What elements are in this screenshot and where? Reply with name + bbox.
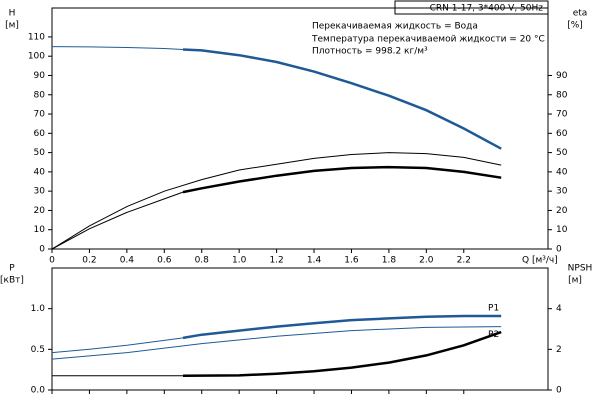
y-tick-label: 110 bbox=[28, 32, 45, 42]
y-tick-label: 80 bbox=[34, 90, 46, 100]
plot-frame bbox=[51, 7, 549, 250]
y-axis-unit: [кВт] bbox=[0, 276, 24, 286]
annotation: Плотность = 998.2 кг/м³ bbox=[312, 47, 428, 57]
y-tick-label: 50 bbox=[34, 148, 46, 158]
y-tick-label: 100 bbox=[28, 52, 45, 62]
y-axis-label: P bbox=[9, 264, 15, 274]
curve bbox=[182, 48, 502, 150]
x-tick-label: 2.0 bbox=[419, 256, 434, 266]
y2-axis-unit: [м] bbox=[568, 276, 582, 286]
x-tick-label: 0.2 bbox=[82, 256, 96, 266]
curve bbox=[51, 191, 184, 250]
series-label: P1 bbox=[488, 303, 499, 313]
y2-tick-label: 20 bbox=[556, 206, 568, 216]
y2-tick-label: 50 bbox=[556, 148, 568, 158]
y2-axis-label: eta bbox=[573, 9, 588, 19]
x-tick-label: 1.4 bbox=[307, 256, 322, 266]
y-tick-label: 90 bbox=[34, 71, 46, 81]
annotation: Перекачиваемая жидкость = Вода bbox=[312, 22, 478, 32]
y-tick-label: 60 bbox=[34, 129, 46, 139]
y2-tick-label: 0 bbox=[556, 386, 562, 396]
y2-tick-label: 2 bbox=[556, 345, 562, 355]
x-tick-label: 1.2 bbox=[269, 256, 283, 266]
y2-tick-label: 10 bbox=[556, 225, 568, 235]
y-tick-label: 20 bbox=[34, 206, 46, 216]
y-tick-label: 0.5 bbox=[31, 345, 45, 355]
y-tick-label: 40 bbox=[34, 167, 46, 177]
x-tick-label: 0.6 bbox=[157, 256, 172, 266]
x-tick-label: 0.4 bbox=[120, 256, 135, 266]
y2-axis-label: NPSH bbox=[568, 264, 593, 274]
y-axis-label: H bbox=[9, 9, 16, 19]
plot-frame bbox=[51, 267, 549, 391]
y2-tick-label: 0 bbox=[556, 245, 562, 255]
curve bbox=[51, 326, 502, 360]
x-tick-label: 1.8 bbox=[382, 256, 397, 266]
y-tick-label: 0 bbox=[39, 245, 45, 255]
y2-tick-label: 90 bbox=[556, 71, 568, 81]
curve bbox=[182, 314, 502, 340]
y-tick-label: 30 bbox=[34, 187, 46, 197]
x-axis-label: Q [м³/ч] bbox=[522, 256, 558, 266]
y2-tick-label: 80 bbox=[556, 90, 568, 100]
y2-tick-label: 60 bbox=[556, 129, 568, 139]
y-tick-label: 1.0 bbox=[31, 304, 46, 314]
y-tick-label: 70 bbox=[34, 110, 46, 120]
y2-tick-label: 40 bbox=[556, 167, 568, 177]
curve bbox=[182, 165, 502, 194]
curve bbox=[51, 46, 184, 50]
curve bbox=[182, 330, 502, 378]
x-tick-label: 0 bbox=[49, 256, 55, 266]
x-tick-label: 1.6 bbox=[344, 256, 359, 266]
y-tick-label: 0.0 bbox=[31, 386, 46, 396]
y2-axis-unit: [%] bbox=[567, 21, 583, 31]
x-tick-label: 1.0 bbox=[232, 256, 247, 266]
x-tick-label: 2.2 bbox=[457, 256, 471, 266]
y2-tick-label: 4 bbox=[556, 304, 562, 314]
y2-tick-label: 30 bbox=[556, 187, 568, 197]
annotation: Температура перекачиваемой жидкости = 20… bbox=[311, 35, 545, 45]
y-axis-unit: [м] bbox=[5, 21, 19, 31]
curve bbox=[51, 152, 502, 250]
y2-tick-label: 70 bbox=[556, 110, 568, 120]
x-tick-label: 0.8 bbox=[195, 256, 210, 266]
y-tick-label: 10 bbox=[34, 225, 46, 235]
curve bbox=[51, 337, 184, 354]
